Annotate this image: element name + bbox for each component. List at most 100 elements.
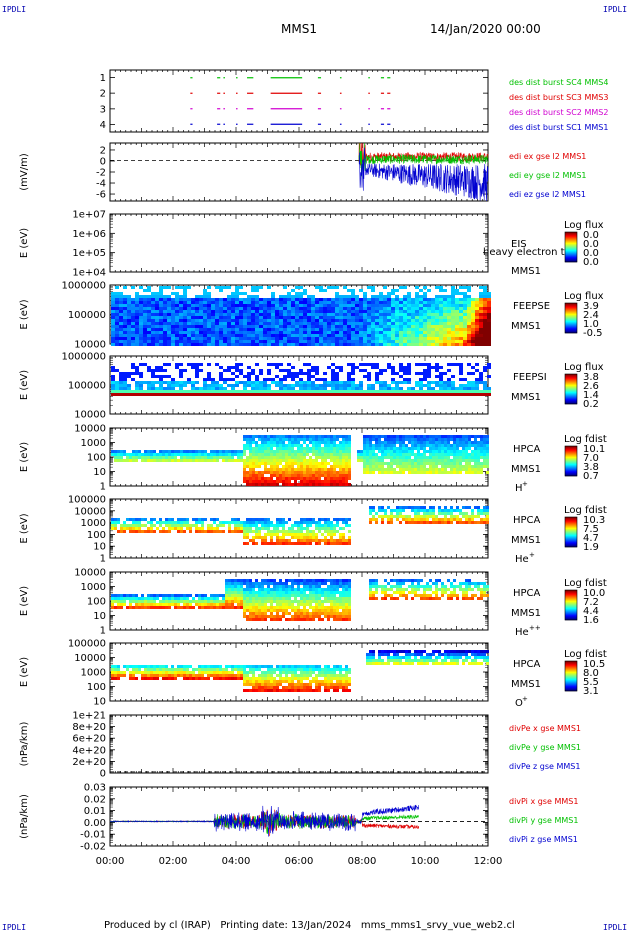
heatmap-cell — [183, 325, 187, 328]
heatmap-cell — [231, 340, 235, 343]
heatmap-cell — [307, 331, 311, 334]
heatmap-cell — [203, 393, 207, 396]
heatmap-cell — [187, 328, 191, 331]
heatmap-cell — [235, 298, 239, 301]
y-tick-label: 100000 — [68, 495, 106, 506]
heatmap-cell — [467, 337, 471, 340]
y-axis-label: (mV/m) — [19, 153, 30, 191]
heatmap-cell — [203, 331, 207, 334]
heatmap-cell — [327, 340, 331, 343]
heatmap-cell — [279, 331, 283, 334]
heatmap-cell — [299, 334, 303, 337]
heatmap-cell — [187, 393, 191, 396]
heatmap-cell — [271, 310, 275, 313]
heatmap-cell — [231, 328, 235, 331]
legend-entry: des dist burst SC4 MMS4 — [509, 78, 608, 87]
heatmap-cell — [399, 304, 403, 307]
heatmap-cell — [171, 393, 175, 396]
colorbar-step — [565, 385, 577, 387]
heatmap-cell — [263, 313, 267, 316]
heatmap-cell — [331, 313, 335, 316]
heatmap-cell — [431, 393, 435, 396]
heatmap-cell — [139, 375, 143, 378]
colorbar-tick-label: 1.4 — [583, 390, 599, 401]
heatmap-cell — [179, 304, 183, 307]
heatmap-cell — [451, 328, 455, 331]
heatmap-cell — [135, 307, 139, 310]
heatmap-cell — [135, 459, 138, 462]
heatmap-cell — [415, 334, 419, 337]
heatmap-cell — [123, 334, 127, 337]
heatmap-cell — [411, 316, 415, 319]
colorbar-frame — [564, 231, 578, 263]
heatmap-cell — [351, 319, 355, 322]
heatmap-cell — [339, 387, 343, 390]
heatmap-cell — [275, 384, 279, 387]
heatmap-cell — [307, 295, 311, 298]
heatmap-cell — [403, 322, 407, 325]
heatmap-cell — [367, 384, 371, 387]
y-tick-label: 10 — [93, 542, 106, 553]
heatmap-cell — [359, 307, 363, 310]
heatmap-cell — [135, 453, 138, 456]
heatmap-cell — [415, 319, 419, 322]
heatmap-cell — [363, 307, 367, 310]
heatmap-cell — [335, 310, 339, 313]
heatmap-cell — [467, 393, 471, 396]
heatmap-cell — [115, 295, 119, 298]
heatmap-cell — [343, 331, 347, 334]
heatmap-cell — [151, 337, 155, 340]
colorbar-step — [565, 383, 577, 385]
heatmap-cell — [331, 343, 335, 346]
heatmap-cell — [259, 301, 263, 304]
heatmap-cell — [231, 322, 235, 325]
heatmap-cell — [231, 304, 235, 307]
y-axis-label: (nPa/km) — [19, 794, 30, 839]
heatmap-cell — [111, 304, 115, 307]
heatmap-cell — [219, 328, 223, 331]
heatmap-cell — [219, 390, 223, 393]
heatmap-cell — [439, 393, 443, 396]
heatmap-cell — [335, 375, 339, 378]
heatmap-cell — [483, 298, 487, 301]
heatmap-cell — [255, 375, 259, 378]
heatmap-cell — [168, 453, 171, 456]
heatmap-cell — [211, 307, 215, 310]
heatmap-cell — [351, 366, 355, 369]
heatmap-cell — [387, 340, 391, 343]
heatmap-cell — [399, 334, 403, 337]
colorbar-step — [565, 398, 577, 400]
heatmap-cell — [315, 334, 319, 337]
heatmap-cell — [423, 375, 427, 378]
heatmap-cell — [299, 322, 303, 325]
heatmap-cell — [347, 328, 351, 331]
heatmap-cell — [259, 322, 263, 325]
heatmap-cell — [375, 298, 379, 301]
heatmap-cell — [115, 316, 119, 319]
heatmap-cell — [323, 319, 327, 322]
heatmap-cell — [179, 375, 183, 378]
heatmap-cell — [175, 298, 179, 301]
heatmap-cell — [295, 316, 299, 319]
heatmap-cell — [211, 328, 215, 331]
heatmap-cell — [395, 337, 399, 340]
heatmap-cell — [167, 310, 171, 313]
heatmap-cell — [223, 304, 227, 307]
heatmap-cell — [487, 304, 491, 307]
heatmap-cell — [139, 390, 143, 393]
heatmap-cell — [147, 313, 151, 316]
heatmap-cell — [215, 286, 219, 289]
colorbar-step — [565, 305, 577, 307]
heatmap-cell — [135, 384, 139, 387]
heatmap-cell — [171, 298, 175, 301]
heatmap-cell — [451, 313, 455, 316]
colorbar-step — [565, 329, 577, 331]
heatmap-cell — [487, 325, 491, 328]
heatmap-cell — [323, 310, 327, 313]
heatmap-cell — [443, 337, 447, 340]
heatmap-cell — [391, 328, 395, 331]
heatmap-cell — [335, 337, 339, 340]
heatmap-cell — [383, 295, 387, 298]
heatmap-cell — [163, 331, 167, 334]
